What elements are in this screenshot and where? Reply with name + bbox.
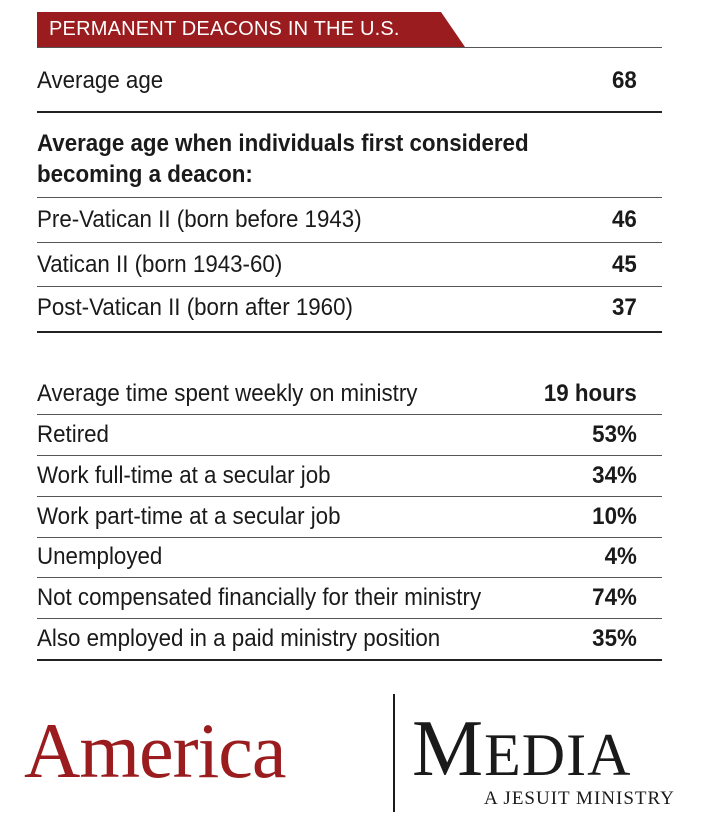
divider <box>37 537 662 538</box>
table-row: Also employed in a paid ministry positio… <box>37 619 637 659</box>
divider <box>37 414 662 415</box>
row-value: 34% <box>592 462 637 489</box>
row-label: Average age <box>37 67 164 94</box>
row-label: Post-Vatican II (born after 1960) <box>37 294 353 321</box>
row-label: Vatican II (born 1943-60) <box>37 251 283 278</box>
table-row: Pre-Vatican II (born before 1943) 46 <box>37 200 637 240</box>
row-value: 68 <box>612 67 637 94</box>
divider <box>37 47 662 48</box>
divider <box>37 331 662 333</box>
divider <box>37 286 662 287</box>
row-value: 46 <box>612 206 637 233</box>
row-value: 4% <box>604 543 637 570</box>
section-heading: Average age when individuals first consi… <box>37 130 529 188</box>
logo-tagline: A JESUIT MINISTRY <box>484 788 675 809</box>
table-row: Work part-time at a secular job 10% <box>37 497 637 537</box>
row-label: Retired <box>37 421 109 448</box>
logo-america-wordmark: America <box>24 707 287 794</box>
table-row: Unemployed 4% <box>37 537 637 577</box>
row-label: Not compensated financially for their mi… <box>37 584 482 611</box>
table-row: Not compensated financially for their mi… <box>37 578 637 618</box>
table-row: Vatican II (born 1943-60) 45 <box>37 245 637 285</box>
logo-media-wordmark: MEDIA <box>412 708 631 796</box>
average-age-row: Average age 68 <box>37 61 637 101</box>
row-value: 19 hours <box>543 380 637 407</box>
row-label: Pre-Vatican II (born before 1943) <box>37 206 362 233</box>
divider <box>37 659 662 661</box>
america-media-logo: America MEDIA A JESUIT MINISTRY <box>24 690 694 815</box>
row-label: Average time spent weekly on ministry <box>37 380 418 407</box>
divider <box>37 618 662 619</box>
logo-media-initial: M <box>412 705 485 793</box>
row-value: 45 <box>612 251 637 278</box>
row-value: 53% <box>592 421 637 448</box>
row-value: 74% <box>592 584 637 611</box>
table-row: Work full-time at a secular job 34% <box>37 456 637 496</box>
logo-divider <box>393 694 395 812</box>
divider <box>37 111 662 113</box>
row-label: Work full-time at a secular job <box>37 462 331 489</box>
row-value: 35% <box>592 625 637 652</box>
divider <box>37 496 662 497</box>
table-row: Post-Vatican II (born after 1960) 37 <box>37 288 637 328</box>
row-value: 37 <box>612 294 637 321</box>
table-row: Retired 53% <box>37 415 637 455</box>
divider <box>37 242 662 243</box>
banner-title: PERMANENT DEACONS IN THE U.S. <box>37 12 465 47</box>
divider <box>37 577 662 578</box>
divider <box>37 455 662 456</box>
table-row: Average time spent weekly on ministry 19… <box>37 374 637 414</box>
row-label: Also employed in a paid ministry positio… <box>37 625 441 652</box>
logo-media-rest: EDIA <box>484 722 632 788</box>
row-label: Work part-time at a secular job <box>37 503 341 530</box>
divider <box>37 197 662 198</box>
row-value: 10% <box>592 503 637 530</box>
row-label: Unemployed <box>37 543 163 570</box>
